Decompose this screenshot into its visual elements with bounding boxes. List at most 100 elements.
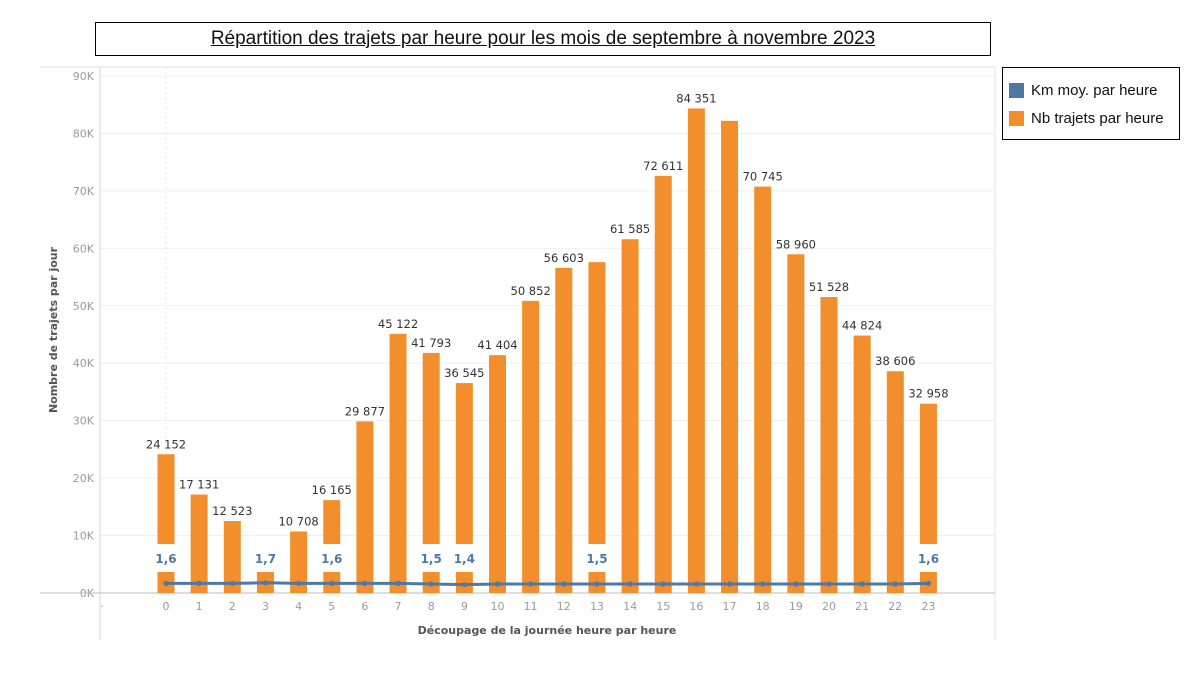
- x-tick-label: 6: [361, 600, 368, 613]
- y-tick-label: 70K: [73, 185, 95, 198]
- km-line: [166, 581, 929, 587]
- bar-hour-6: [356, 421, 374, 593]
- x-tick-label: 16: [689, 600, 703, 613]
- y-tick-label: 90K: [73, 70, 95, 83]
- km-point: [892, 581, 898, 587]
- km-point: [561, 581, 567, 587]
- x-tick-label: 7: [395, 600, 402, 613]
- x-tick-label: 15: [656, 600, 670, 613]
- chart-title-box: Répartition des trajets par heure pour l…: [95, 22, 991, 56]
- km-point: [859, 581, 865, 587]
- km-value-label: 1,4: [454, 552, 475, 566]
- bar-value-label: 56 603: [544, 251, 584, 265]
- x-tick-label: 19: [789, 600, 803, 613]
- bar-value-label: 41 404: [477, 338, 517, 352]
- km-value-label: 1,6: [918, 552, 939, 566]
- bar-value-label: 84 351: [676, 91, 716, 105]
- label-layer: 24 152 17 131 12 523 10 708 16 165 29 877 45 1…: [146, 91, 949, 572]
- km-point: [760, 581, 766, 587]
- bar-value-label: 44 824: [842, 319, 882, 333]
- km-label-backdrop: [914, 544, 943, 572]
- bar-value-label: 38 606: [875, 354, 915, 368]
- bar-value-label: 50 852: [511, 284, 551, 298]
- bar-hour-13: [588, 262, 606, 593]
- x-tick-label: 9: [461, 600, 468, 613]
- bar-layer: [157, 108, 937, 594]
- km-point: [693, 581, 700, 587]
- km-label-backdrop: [251, 544, 280, 572]
- km-label-backdrop: [417, 544, 446, 572]
- km-point: [262, 580, 269, 586]
- km-point: [395, 580, 401, 587]
- bar-value-label: 24 152: [146, 437, 186, 451]
- km-point: [494, 581, 501, 587]
- km-point: [163, 580, 169, 587]
- bar-hour-9: [455, 383, 473, 593]
- x-tick-label: 1: [196, 600, 203, 613]
- bar-hour-20: [820, 297, 838, 593]
- bar-value-label: 10 708: [278, 514, 318, 528]
- bar-value-label: 45 122: [378, 317, 418, 331]
- km-point: [528, 581, 534, 587]
- bar-hour-16: [687, 108, 705, 593]
- bar-hour-0: [157, 454, 175, 593]
- bar-hour-18: [754, 186, 772, 593]
- chart-title: Répartition des trajets par heure pour l…: [210, 28, 876, 49]
- km-value-label: 1,6: [321, 552, 342, 566]
- x-tick-label: 8: [428, 600, 435, 613]
- bar-hour-11: [522, 300, 540, 593]
- x-tick-label: 3: [262, 600, 269, 613]
- km-point: [362, 580, 368, 587]
- km-label-backdrop: [152, 544, 180, 572]
- legend-swatch-km: [1009, 82, 1024, 98]
- bar-hour-4: [290, 531, 308, 593]
- legend-label-km: Km moy. par heure: [1031, 81, 1158, 99]
- bar-hour-7: [389, 333, 407, 593]
- km-point: [793, 581, 799, 587]
- bar-hour-19: [787, 254, 805, 593]
- bar-value-label: 16 165: [312, 483, 352, 497]
- x-tick-label: 14: [623, 600, 637, 613]
- y-tick-label: 10K: [73, 530, 95, 543]
- x-tick-label: 20: [822, 600, 836, 613]
- km-point: [627, 581, 633, 587]
- x-tick-label: 13: [590, 600, 604, 613]
- legend-label-trajets: Nb trajets par heure: [1031, 109, 1164, 127]
- x-tick-label: 2: [229, 600, 236, 613]
- bar-hour-21: [853, 335, 871, 593]
- x-tick-label: 0: [163, 600, 170, 613]
- y-axis-title: Nombre de trajets par jour: [47, 246, 60, 413]
- x-tick-label: 22: [888, 600, 902, 613]
- x-tick-label: 17: [723, 600, 737, 613]
- km-point: [660, 581, 666, 587]
- km-label-backdrop: [582, 544, 611, 572]
- y-tick-label: 60K: [73, 242, 95, 255]
- line-layer: [163, 580, 932, 588]
- bar-hour-22: [886, 371, 904, 593]
- y-tick-label: 40K: [73, 357, 95, 370]
- km-label-backdrop: [317, 544, 346, 572]
- km-point: [594, 581, 600, 587]
- legend: Km moy. par heure Nb trajets par heure: [1002, 67, 1180, 140]
- bar-hour-14: [621, 239, 639, 593]
- km-point: [229, 580, 235, 587]
- bar-hour-3: [256, 565, 274, 593]
- km-value-label: 1,7: [255, 552, 276, 566]
- y-tick-label: 20K: [73, 472, 95, 485]
- km-value-label: 1,6: [155, 552, 176, 566]
- bar-value-label: 29 877: [345, 404, 385, 418]
- x-tick-label: 18: [756, 600, 770, 613]
- km-label-backdrop: [450, 544, 479, 572]
- km-point: [826, 581, 832, 587]
- bar-value-label: 12 523: [212, 504, 252, 518]
- x-tick-label: 10: [491, 600, 505, 613]
- km-value-label: 1,5: [586, 552, 607, 566]
- bar-value-label: 17 131: [179, 478, 219, 492]
- bar-hour-8: [422, 352, 440, 593]
- x-tick-label: 12: [557, 600, 571, 613]
- x-tick-label: 21: [855, 600, 869, 613]
- y-tick-label: 50K: [73, 300, 95, 313]
- x-tick-label: 11: [524, 600, 538, 613]
